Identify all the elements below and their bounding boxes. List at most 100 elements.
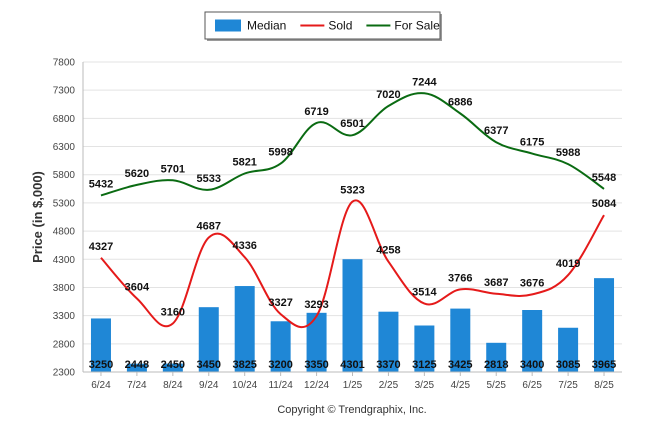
sold-value-label: 5084 xyxy=(592,198,617,210)
for-sale-value-label: 5821 xyxy=(232,157,256,169)
x-tick-label: 5/25 xyxy=(486,380,506,391)
median-bar xyxy=(522,310,543,372)
sold-value-label: 3766 xyxy=(448,272,472,284)
median-bar-label: 3085 xyxy=(556,359,580,371)
x-tick-label: 8/25 xyxy=(594,380,614,391)
y-tick-label: 2800 xyxy=(53,339,76,350)
median-bar-label: 3350 xyxy=(304,359,328,371)
x-tick-label: 7/25 xyxy=(558,380,578,391)
sold-value-label: 4019 xyxy=(556,258,580,270)
y-axis-label: Price (in $,000) xyxy=(30,171,45,263)
y-tick-label: 7300 xyxy=(53,86,76,97)
x-tick-label: 8/24 xyxy=(163,380,183,391)
y-tick-label: 5300 xyxy=(53,198,76,209)
sold-value-label: 4327 xyxy=(89,241,113,253)
for-sale-value-label: 6501 xyxy=(340,118,364,130)
median-bar xyxy=(234,286,255,372)
median-bar xyxy=(162,363,183,372)
x-tick-label: 10/24 xyxy=(232,380,257,391)
for-sale-value-label: 5988 xyxy=(556,147,580,159)
median-bar-label: 3825 xyxy=(232,359,256,371)
sold-line xyxy=(100,199,605,329)
x-tick-label: 9/24 xyxy=(199,380,219,391)
for-sale-value-label: 5432 xyxy=(89,178,113,190)
y-tick-label: 3300 xyxy=(53,311,76,322)
y-tick-label: 5800 xyxy=(53,170,76,181)
for-sale-value-label: 6886 xyxy=(448,97,472,109)
value-labels: 3250 2448 2450 3450 3825 3200 3350 4301 3370 3125… xyxy=(89,76,617,371)
for-sale-value-label: 7020 xyxy=(376,89,400,101)
median-legend-swatch xyxy=(215,19,241,32)
sold-value-label: 3327 xyxy=(268,297,292,309)
chart-legend: Median Sold For Sale xyxy=(204,11,442,41)
x-tick-label: 12/24 xyxy=(304,380,329,391)
median-bar xyxy=(558,327,579,372)
for-sale-value-label: 5701 xyxy=(161,163,185,175)
x-tick-label: 3/25 xyxy=(415,380,435,391)
median-bar xyxy=(486,342,507,372)
y-tick-label: 7800 xyxy=(53,58,76,69)
median-bar xyxy=(90,318,111,372)
median-bar-label: 3250 xyxy=(89,359,113,371)
y-tick-label: 2300 xyxy=(53,368,76,379)
axes: 2300 2800 3300 3800 4300 4800 5300 5800 6300 6800… xyxy=(30,58,622,391)
for-sale-value-label: 5998 xyxy=(268,147,292,159)
x-tick-label: 1/25 xyxy=(343,380,363,391)
median-bar xyxy=(378,311,399,372)
x-tick-label: 7/24 xyxy=(127,380,147,391)
median-bar xyxy=(414,325,435,372)
sold-value-label: 3293 xyxy=(304,299,328,311)
median-bar xyxy=(270,321,291,372)
median-bar-label: 3200 xyxy=(268,359,292,371)
for-sale-value-label: 6175 xyxy=(520,137,544,149)
median-bar xyxy=(342,259,363,372)
median-bar-label: 3125 xyxy=(412,359,436,371)
series-lines xyxy=(100,92,605,329)
sold-value-label: 4687 xyxy=(197,220,221,232)
median-legend-label: Median xyxy=(247,19,286,33)
sold-legend-label: Sold xyxy=(328,19,352,33)
y-tick-label: 6800 xyxy=(53,114,76,125)
x-tick-label: 6/24 xyxy=(91,380,111,391)
x-tick-label: 11/24 xyxy=(268,380,293,391)
median-bar xyxy=(450,308,471,372)
median-bar-label: 2448 xyxy=(125,359,149,371)
x-tick-label: 4/25 xyxy=(451,380,471,391)
median-bar xyxy=(306,312,327,372)
sold-value-label: 5323 xyxy=(340,185,364,197)
for-sale-value-label: 7244 xyxy=(412,76,437,88)
for-sale-legend-label: For Sale xyxy=(394,19,440,33)
for-sale-value-label: 6377 xyxy=(484,125,508,137)
for-sale-value-label: 5620 xyxy=(125,168,149,180)
median-bar-label: 2450 xyxy=(161,359,185,371)
median-bar-label: 3450 xyxy=(197,359,221,371)
median-bar-label: 3965 xyxy=(592,359,616,371)
y-tick-label: 4800 xyxy=(53,227,76,238)
median-bar-label: 3425 xyxy=(448,359,472,371)
for-sale-line xyxy=(100,92,605,197)
x-tick-label: 2/25 xyxy=(379,380,399,391)
y-tick-label: 6300 xyxy=(53,142,76,153)
for-sale-value-label: 5548 xyxy=(592,172,616,184)
sold-value-label: 3687 xyxy=(484,277,508,289)
sold-value-label: 4258 xyxy=(376,245,400,257)
median-bar-label: 2818 xyxy=(484,359,508,371)
for-sale-value-label: 5533 xyxy=(197,173,221,185)
y-tick-label: 4300 xyxy=(53,255,76,266)
sold-value-label: 3676 xyxy=(520,277,544,289)
median-bars xyxy=(90,259,615,372)
median-bar-label: 3400 xyxy=(520,359,544,371)
median-bar xyxy=(594,278,615,372)
y-tick-label: 3800 xyxy=(53,283,76,294)
median-bar xyxy=(126,363,147,372)
sold-value-label: 3160 xyxy=(161,307,185,319)
for-sale-value-label: 6719 xyxy=(304,106,328,118)
x-tick-label: 6/25 xyxy=(522,380,542,391)
sold-value-label: 3604 xyxy=(125,282,150,294)
copyright-text: Copyright © Trendgraphix, Inc. xyxy=(277,404,426,416)
median-bar-label: 3370 xyxy=(376,359,400,371)
median-bar xyxy=(198,307,219,372)
sold-value-label: 3514 xyxy=(412,287,437,299)
